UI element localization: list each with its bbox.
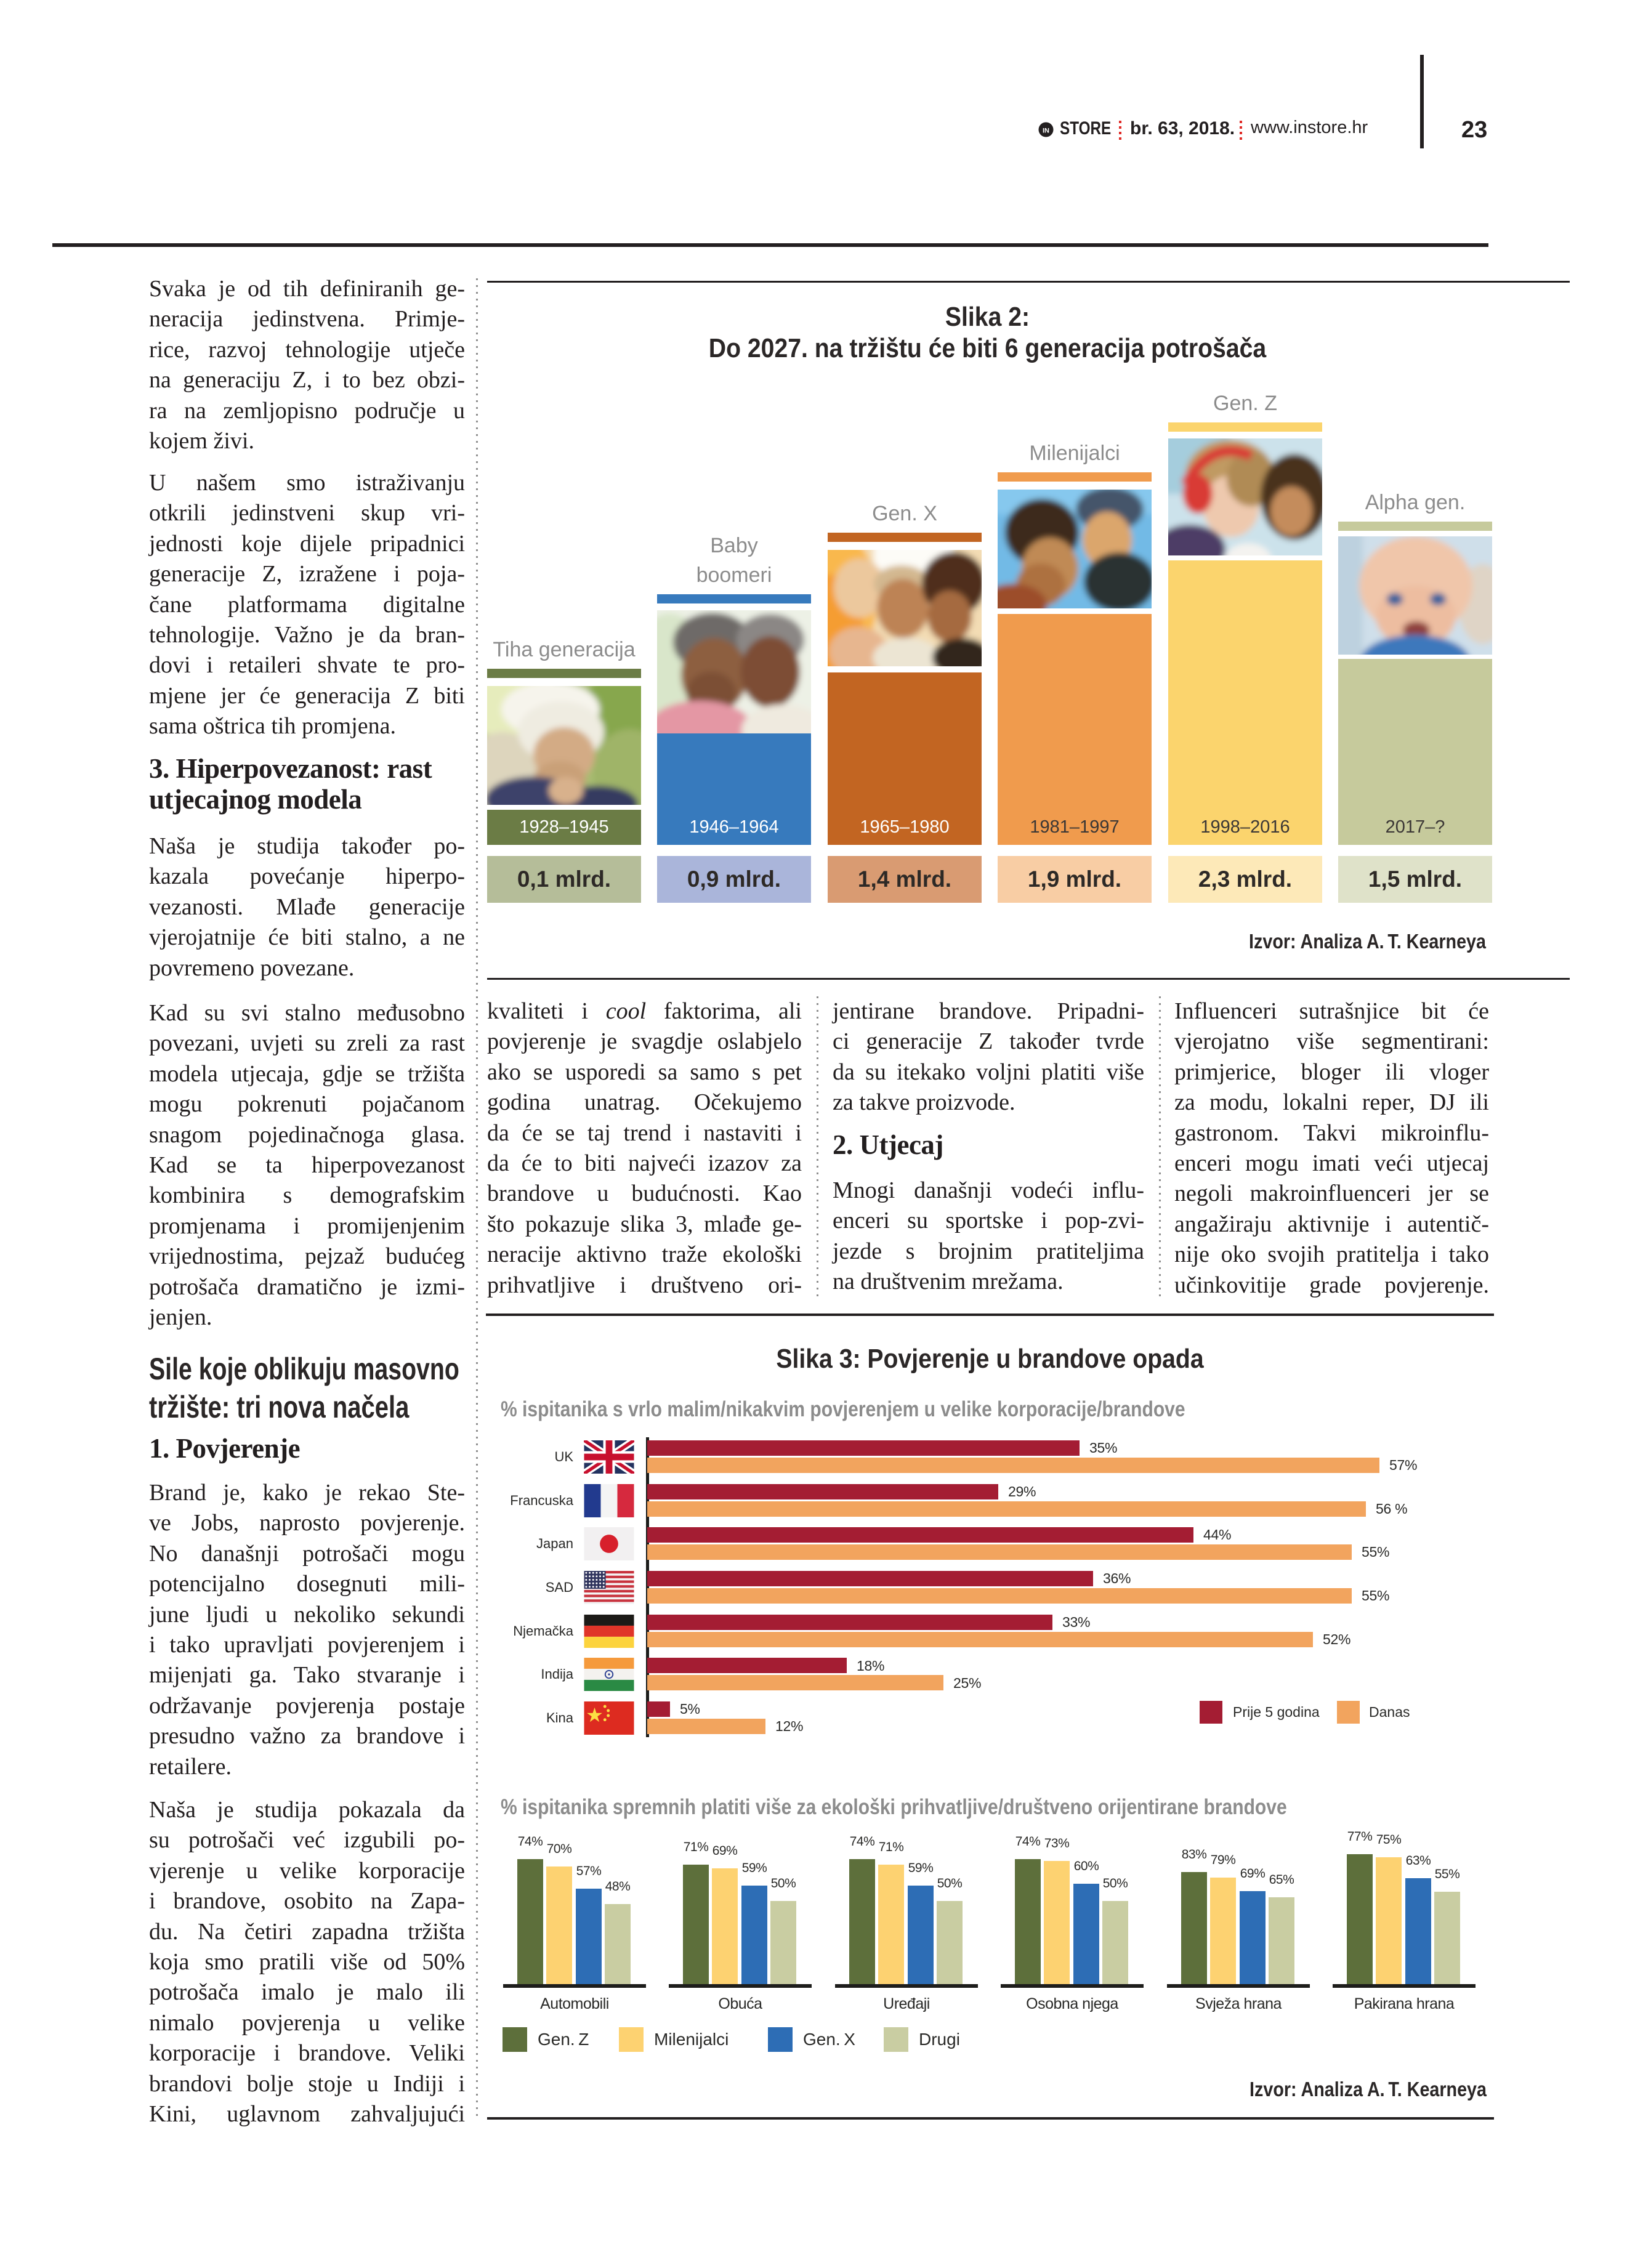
svg-text:IN: IN — [1043, 127, 1049, 135]
